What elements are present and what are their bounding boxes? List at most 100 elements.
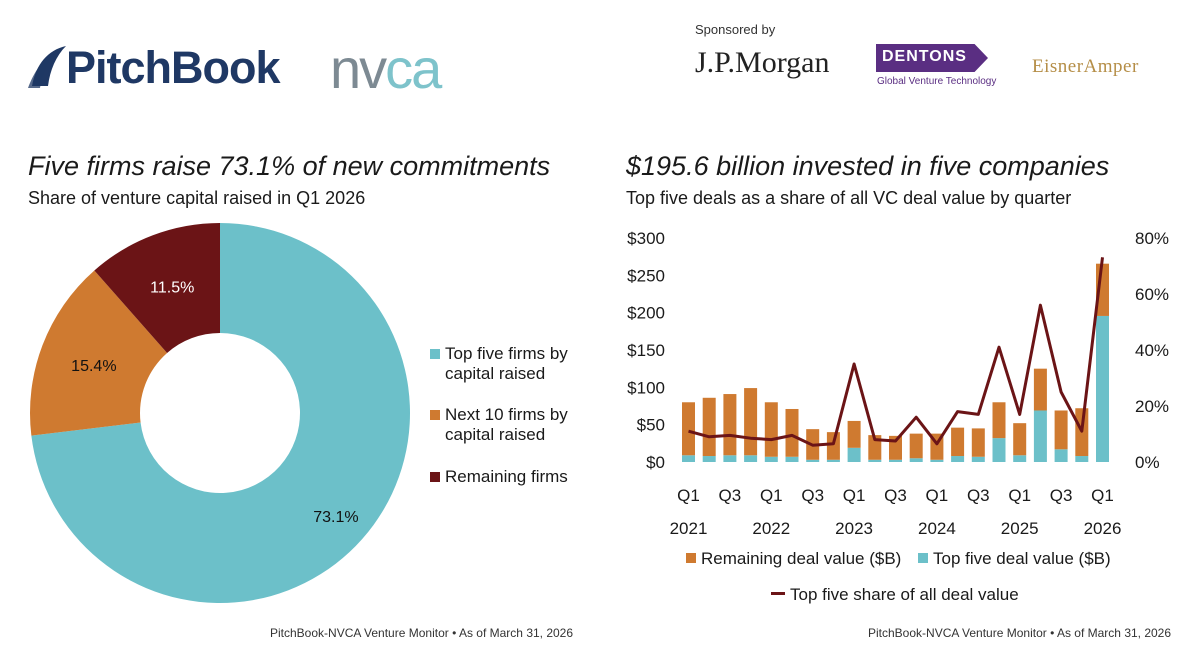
x-tick-label: Q3 [801, 486, 824, 505]
right-footer-source: PitchBook-NVCA Venture Monitor • As of M… [868, 626, 1172, 640]
donut-label-remaining-firms: 11.5% [150, 280, 194, 297]
x-year-label: 2021 [670, 519, 708, 538]
y-right-tick-label: 40% [1135, 341, 1169, 360]
pitchbook-logo-mark [28, 46, 66, 88]
legend-swatch-remaining-firms [430, 472, 440, 482]
bar-remaining-2021-q4 [744, 388, 758, 456]
pitchbook-logo: PitchBook [66, 42, 281, 93]
bar-remaining-2023-q4 [909, 433, 923, 459]
y-left-tick-label: $250 [627, 266, 665, 285]
x-tick-label: Q3 [719, 486, 742, 505]
line-top-five-share [688, 257, 1104, 447]
legend-item-top-five-share: Top five share of all deal value [771, 585, 1019, 605]
x-year-label: 2023 [835, 519, 873, 538]
dentons-logo-shape [876, 44, 988, 72]
donut-label-top-five-firms-by-capital-raised: 73.1% [313, 509, 358, 526]
legend-label-top-five-firms-1: Top five firms by [445, 344, 568, 363]
y-left-tick-label: $50 [637, 416, 665, 435]
jpmorgan-logo: J.P.Morgan [695, 46, 830, 79]
bar-remaining-2024-q2 [951, 427, 965, 457]
bar-top-five-2025-q4 [1075, 456, 1089, 462]
bar-remaining-2024-q3 [971, 428, 985, 457]
bar-top-five-2025-q1 [1013, 455, 1027, 462]
donut-slice-top-five-firms-by-capital-raised [31, 223, 411, 603]
x-year-label: 2024 [918, 519, 956, 538]
bar-top-five-2022-q4 [826, 459, 840, 462]
legend-label-top-five-share: Top five share of all deal value [790, 585, 1019, 604]
x-tick-label: Q1 [1091, 486, 1114, 505]
right-chart-title: $195.6 billion invested in five companie… [626, 151, 1110, 181]
right-chart-subtitle: Top five deals as a share of all VC deal… [626, 188, 1072, 208]
left-chart-title: Five firms raise 73.1% of new commitment… [28, 151, 551, 181]
bar-remaining-2021-q2 [702, 397, 716, 457]
bar-remaining-2021-q1 [682, 402, 695, 456]
legend-label-remaining-deal-value: Remaining deal value ($B) [701, 549, 902, 568]
legend-item-remaining-deal-value: Remaining deal value ($B) [686, 549, 901, 569]
bar-top-five-2022-q2 [785, 456, 799, 462]
stacked-bar-line-chart: $0 $50 $100 $150 $200 $250 $300 0% 20% 40% 60% 80%… [627, 229, 1169, 538]
bar-remaining-2022-q4 [826, 432, 840, 460]
legend-swatch-top-five-share [771, 592, 785, 595]
x-tick-label: Q3 [1050, 486, 1073, 505]
nvca-logo-part2: ca [385, 37, 442, 100]
x-tick-label: Q1 [677, 486, 700, 505]
donut-chart: 73.1% 15.4% 11.5% [29, 223, 411, 603]
y-right-tick-label: 60% [1135, 285, 1169, 304]
legend-item-next-10-firms: Next 10 firms by capital raised [430, 405, 600, 445]
bar-remaining-2025-q1 [1013, 423, 1027, 456]
x-year-label: 2026 [1084, 519, 1122, 538]
x-year-label: 2025 [1001, 519, 1039, 538]
legend-label-next-10-firms-1: Next 10 firms by [445, 405, 568, 424]
y-left-tick-label: $0 [646, 453, 665, 472]
bar-top-five-2023-q3 [889, 459, 902, 462]
legend-label-next-10-firms-2: capital raised [445, 425, 546, 444]
legend-swatch-remaining-deal-value [686, 553, 696, 563]
nvca-logo: nvca [330, 36, 442, 101]
y-left-tick-label: $200 [627, 304, 665, 323]
bar-top-five-2022-q3 [806, 459, 820, 462]
legend-label-top-five-deal-value: Top five deal value ($B) [933, 549, 1111, 568]
bar-top-five-2021-q1 [682, 455, 695, 462]
legend-swatch-top-five-deal-value [918, 553, 928, 563]
x-tick-label: Q1 [1008, 486, 1031, 505]
y-left-tick-label: $300 [627, 229, 665, 248]
x-tick-label: Q1 [760, 486, 783, 505]
x-tick-label: Q3 [884, 486, 907, 505]
y-right-tick-label: 80% [1135, 229, 1169, 248]
bar-top-five-2021-q4 [744, 455, 758, 462]
legend-swatch-next-10-firms [430, 410, 440, 420]
bar-top-five-2023-q1 [847, 447, 861, 462]
legend-swatch-top-five-firms [430, 349, 440, 359]
bar-remaining-2025-q2 [1033, 368, 1047, 411]
bar-top-five-2024-q4 [992, 438, 1006, 462]
eisneramper-logo: EisnerAmper [1032, 56, 1139, 77]
bar-top-five-2023-q4 [909, 458, 923, 462]
bar-top-five-2021-q3 [723, 455, 737, 462]
left-footer-source: PitchBook-NVCA Venture Monitor • As of M… [270, 626, 574, 640]
x-year-label: 2022 [752, 519, 790, 538]
dentons-logo-subtitle: Global Venture Technology [877, 76, 997, 87]
donut-label-next-10-firms-by-capital-raised: 15.4% [71, 358, 116, 375]
bar-top-five-2021-q2 [702, 456, 716, 462]
legend-label-top-five-firms-2: capital raised [445, 364, 546, 383]
bar-remaining-2022-q1 [764, 402, 778, 457]
bar-top-five-2024-q3 [971, 456, 985, 462]
legend-item-top-five-deal-value: Top five deal value ($B) [918, 549, 1111, 569]
bar-top-five-2022-q1 [764, 456, 778, 462]
legend-item-top-five-firms: Top five firms by capital raised [430, 344, 600, 384]
x-tick-label: Q3 [967, 486, 990, 505]
y-left-tick-label: $100 [627, 378, 665, 397]
bar-top-five-2026-q1 [1096, 315, 1109, 462]
bar-remaining-2022-q2 [785, 408, 799, 457]
bar-top-five-2024-q2 [951, 456, 965, 462]
y-right-tick-label: 20% [1135, 397, 1169, 416]
x-tick-label: Q1 [843, 486, 866, 505]
bar-remaining-2023-q1 [847, 420, 861, 448]
bar-remaining-2025-q3 [1054, 410, 1068, 450]
dentons-logo: DENTONS [882, 48, 967, 65]
bar-top-five-2023-q2 [868, 459, 882, 462]
bar-remaining-2021-q3 [723, 394, 737, 456]
left-chart-subtitle: Share of venture capital raised in Q1 20… [28, 188, 366, 208]
bar-top-five-2025-q2 [1033, 410, 1047, 462]
bar-top-five-2024-q1 [930, 459, 944, 462]
